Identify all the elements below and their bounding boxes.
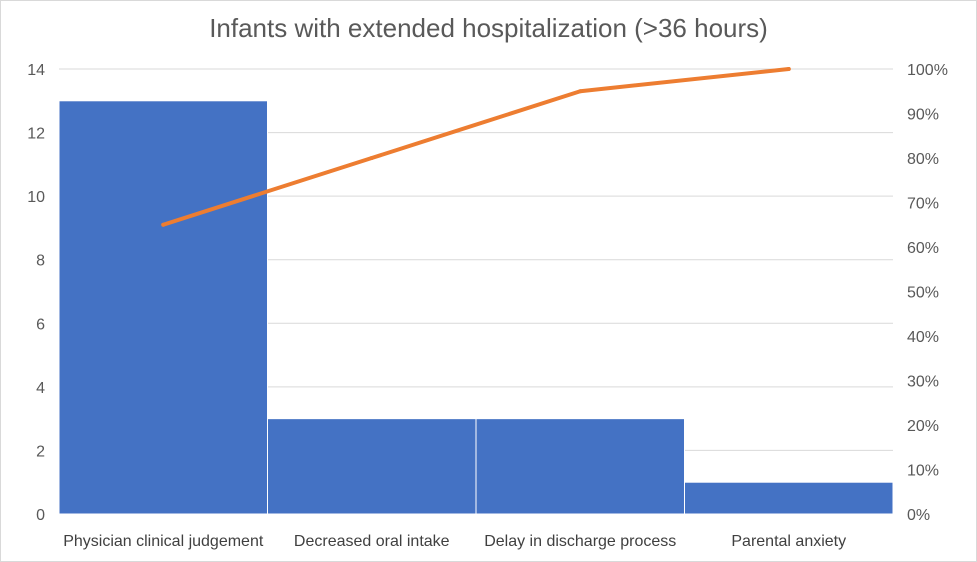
line-point: [369, 156, 374, 160]
y2-tick-label: 0%: [907, 507, 930, 524]
y2-tick-label: 50%: [907, 285, 939, 302]
y-tick-label: 12: [27, 126, 45, 143]
y-tick-label: 0: [36, 507, 45, 524]
y2-tick-label: 10%: [907, 463, 939, 480]
y-tick-label: 2: [36, 443, 45, 460]
y2-tick-label: 30%: [907, 374, 939, 391]
x-category-label: Delay in discharge process: [484, 533, 676, 550]
y2-tick-label: 60%: [907, 240, 939, 257]
y2-tick-label: 70%: [907, 196, 939, 213]
y2-tick-label: 40%: [907, 329, 939, 346]
cumulative-line-series: [161, 67, 791, 227]
bar: [267, 418, 477, 515]
bar-series: [58, 100, 894, 515]
y-axis-right: 0% 10% 20% 30% 40% 50% 60% 70% 80% 90% 100%: [907, 62, 948, 524]
y-tick-label: 14: [27, 62, 45, 79]
cumulative-line: [161, 67, 791, 227]
y2-tick-label: 80%: [907, 151, 939, 168]
y-axis-left: 0 2 4 6 8 10 12 14: [27, 62, 45, 524]
x-category-label: Decreased oral intake: [294, 533, 450, 550]
line-point: [786, 67, 791, 71]
y-tick-label: 4: [36, 380, 45, 397]
line-point: [161, 222, 166, 227]
bar: [58, 100, 268, 515]
x-category-label: Parental anxiety: [731, 533, 846, 550]
bar: [475, 418, 685, 515]
bar: [684, 481, 894, 515]
x-category-label: Physician clinical judgement: [63, 533, 264, 550]
y-tick-label: 10: [27, 189, 45, 206]
y2-tick-label: 100%: [907, 62, 948, 79]
y2-tick-label: 20%: [907, 418, 939, 435]
y-tick-label: 8: [36, 253, 45, 270]
line-point: [578, 89, 583, 94]
y2-tick-label: 90%: [907, 107, 939, 124]
x-axis: Physician clinical judgement Decreased or…: [63, 533, 846, 550]
y-tick-label: 6: [36, 316, 45, 333]
chart-title: Infants with extended hospitalization (>…: [209, 13, 768, 43]
